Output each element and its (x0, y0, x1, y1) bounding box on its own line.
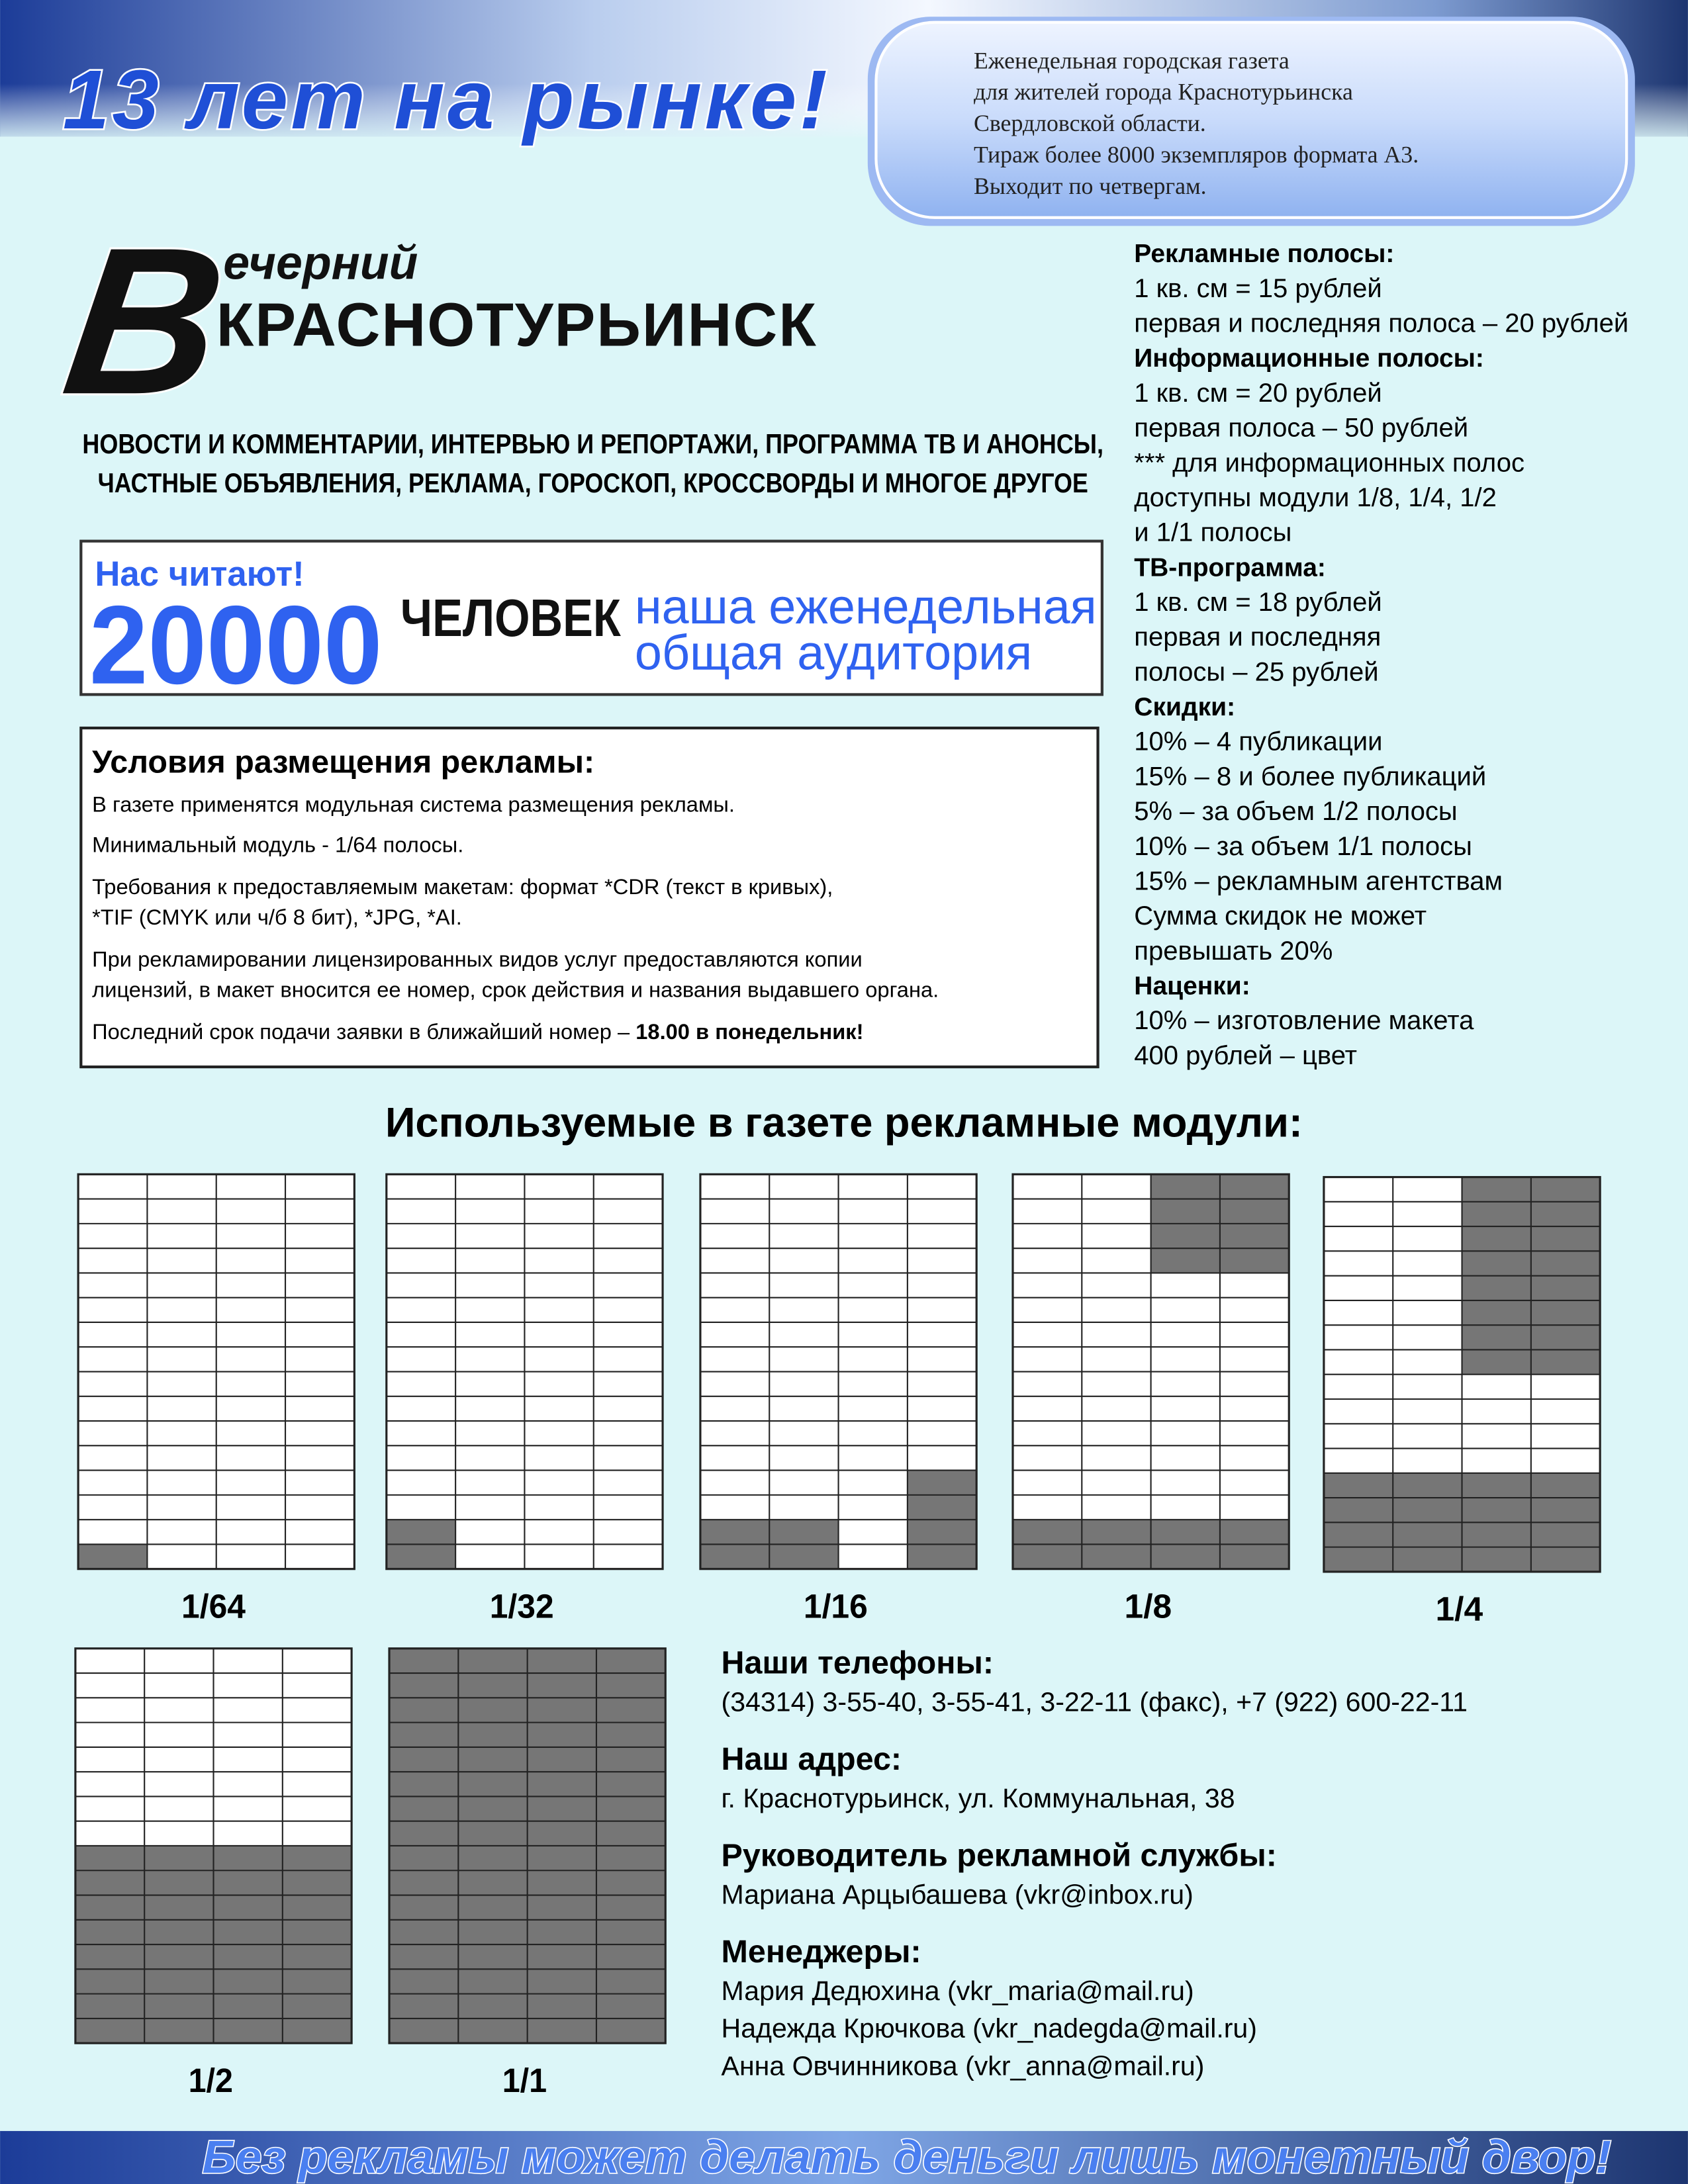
price-line: первая полоса – 50 рублей (1134, 414, 1468, 443)
price-heading: Наценки: (1134, 972, 1250, 1000)
price-line: превышать 20% (1134, 936, 1333, 966)
bottom-band (0, 2130, 1688, 2184)
readers-number: 20000 (89, 582, 383, 707)
info-box (874, 21, 1628, 219)
module-border (385, 1173, 664, 1570)
module-label: 1/32 (490, 1587, 554, 1625)
module-label: 1/2 (189, 2062, 233, 2099)
contact-line: (34314) 3-55-40, 3-55-41, 3-22-11 (факс)… (722, 1687, 1468, 1717)
price-heading: Скидки: (1134, 693, 1235, 721)
conditions-box (79, 726, 1100, 1069)
price-line: 1 кв. см = 15 рублей (1134, 274, 1382, 303)
module-label: 1/16 (804, 1587, 868, 1625)
logo-letter: В (53, 205, 237, 438)
price-line: 10% – 4 публикации (1134, 727, 1382, 756)
price-line: Сумма скидок не может (1134, 901, 1427, 931)
conditions-line: Минимальный модуль - 1/64 полосы. (92, 833, 463, 857)
readers-box (79, 539, 1103, 696)
module-label: 1/1 (502, 2062, 547, 2099)
contact-line: г. Краснотурьинск, ул. Коммунальная, 38 (722, 1783, 1235, 1813)
price-heading: ТВ-программа: (1134, 553, 1326, 582)
price-line: 15% – рекламным агентствам (1134, 866, 1503, 895)
readers-label: Нас читают! (95, 555, 304, 594)
logo-name: КРАСНОТУРЬИНСК (216, 291, 817, 359)
module-grid (74, 1647, 353, 2044)
module-grid (385, 1173, 664, 1570)
conditions-line: *TIF (CMYK или ч/б 8 бит), *JPG, *AI. (92, 905, 462, 929)
contact-heading: Руководитель рекламной службы: (722, 1838, 1277, 1874)
contact-heading: Наш адрес: (722, 1741, 902, 1777)
price-heading: Рекламные полосы: (1134, 240, 1394, 268)
info-line: Выходит по четвергам. (974, 173, 1207, 199)
readers-note: наша еженедельная (635, 579, 1097, 634)
logo-first: ечерний (223, 236, 418, 289)
conditions-line: При рекламировании лицензированных видов… (92, 946, 863, 971)
module-border (1011, 1173, 1290, 1570)
module-border (388, 1647, 667, 2044)
contact-line: Мария Дедюхина (vkr_maria@mail.ru) (722, 1976, 1194, 2006)
price-heading: Информационные полосы: (1134, 344, 1484, 373)
module-grid (699, 1173, 978, 1570)
conditions-line: Требования к предоставляемым макетам: фо… (92, 874, 833, 899)
tagline: ЧАСТНЫЕ ОБЪЯВЛЕНИЯ, РЕКЛАМА, ГОРОСКОП, К… (98, 467, 1088, 498)
price-line: 1 кв. см = 18 рублей (1134, 588, 1382, 617)
deadline-emphasis: 18.00 в понедельник! (635, 1019, 863, 1044)
footer-slogan: Без рекламы может делать деньги лишь мон… (203, 2131, 1611, 2183)
conditions-line: лицензий, в макет вносится ее номер, сро… (92, 978, 939, 1002)
price-line: 400 рублей – цвет (1134, 1041, 1357, 1070)
info-line: для жителей города Краснотурьинска (974, 79, 1353, 105)
price-line: 10% – изготовление макета (1134, 1006, 1474, 1035)
module-border (77, 1173, 355, 1570)
price-line: доступны модули 1/8, 1/4, 1/2 (1134, 483, 1497, 512)
conditions-title: Условия размещения рекламы: (92, 744, 594, 780)
info-line: Тираж более 8000 экземпляров формата А3. (974, 141, 1419, 167)
module-border (1323, 1175, 1601, 1573)
module-border (74, 1647, 353, 2044)
module-grid (77, 1173, 355, 1570)
price-line: полосы – 25 рублей (1134, 657, 1378, 686)
module-label: 1/4 (1435, 1590, 1483, 1628)
readers-unit: ЧЕЛОВЕК (400, 588, 621, 647)
price-line: *** для информационных полос (1134, 448, 1524, 477)
deadline-text: Последний срок подачи заявки в ближайший… (92, 1019, 635, 1044)
contact-line: Анна Овчинникова (vkr_anna@mail.ru) (722, 2051, 1205, 2081)
conditions-line: В газете применятся модульная система ра… (92, 792, 735, 816)
price-line: 10% – за объем 1/1 полосы (1134, 832, 1472, 861)
module-grid (388, 1647, 667, 2044)
contact-heading: Менеджеры: (722, 1934, 921, 1970)
price-line: 15% – 8 и более публикаций (1134, 762, 1486, 791)
contact-heading: Наши телефоны: (722, 1645, 994, 1681)
conditions-deadline: Последний срок подачи заявки в ближайший… (92, 1019, 863, 1044)
module-label: 1/64 (181, 1587, 246, 1625)
module-border (699, 1173, 978, 1570)
module-grid (1011, 1173, 1290, 1570)
module-fill (78, 1544, 148, 1569)
module-grid (1323, 1175, 1601, 1573)
tagline: НОВОСТИ И КОММЕНТАРИИ, ИНТЕРВЬЮ И РЕПОРТ… (82, 428, 1103, 459)
readers-note: общая аудитория (635, 625, 1032, 680)
info-line: Свердловской области. (974, 110, 1206, 136)
price-line: первая и последняя полоса – 20 рублей (1134, 309, 1628, 338)
info-line: Еженедельная городская газета (974, 47, 1289, 73)
contact-line: Мариана Арцыбашева (vkr@inbox.ru) (722, 1879, 1194, 1909)
price-line: 5% – за объем 1/2 полосы (1134, 797, 1457, 826)
module-label: 1/8 (1125, 1587, 1172, 1625)
price-line: первая и последняя (1134, 623, 1381, 652)
price-line: и 1/1 полосы (1134, 518, 1291, 547)
contact-line: Надежда Крючкова (vkr_nadegda@mail.ru) (722, 2013, 1257, 2044)
price-line: 1 кв. см = 20 рублей (1134, 379, 1382, 408)
modules-title: Используемые в газете рекламные модули: (385, 1099, 1303, 1146)
